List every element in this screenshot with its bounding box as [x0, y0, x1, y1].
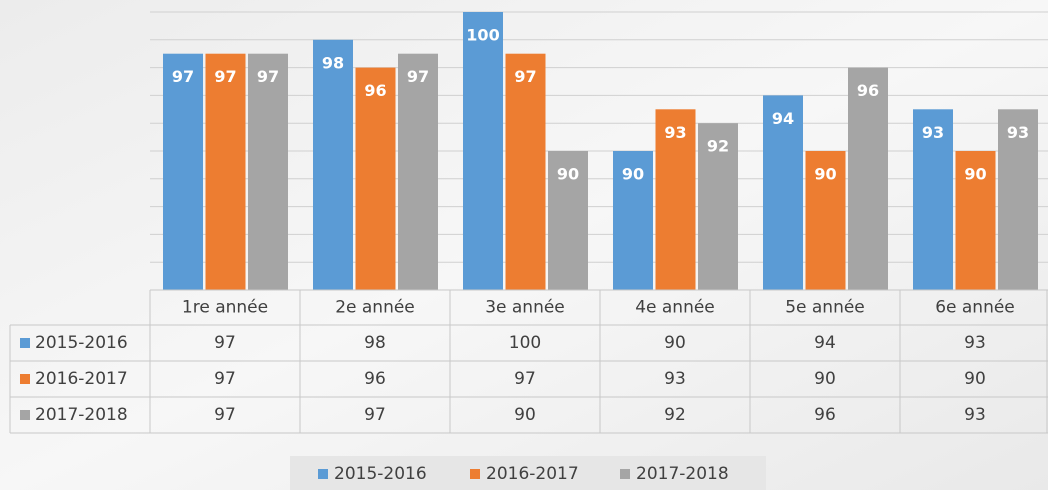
table-cell: 90	[964, 369, 986, 389]
legend-key	[620, 469, 630, 479]
table-legend-key	[20, 338, 30, 348]
x-tick-label: 5e année	[785, 298, 865, 318]
bar	[248, 53, 288, 291]
x-tick-label: 1re année	[182, 298, 268, 318]
table-cell: 97	[214, 405, 236, 425]
table-cell: 98	[364, 333, 386, 353]
bar	[805, 151, 846, 290]
table-row-header: 2017-2018	[35, 405, 128, 425]
bar	[763, 95, 803, 291]
data-label: 93	[664, 123, 686, 142]
data-label: 93	[1007, 123, 1029, 142]
table-cell: 90	[664, 333, 686, 353]
bar	[655, 109, 696, 290]
data-label: 92	[707, 137, 729, 156]
bar	[463, 12, 503, 290]
legend-label: 2015-2016	[334, 464, 427, 484]
table-legend-key	[20, 374, 30, 384]
bar	[355, 67, 396, 290]
data-label: 96	[364, 81, 386, 100]
bar	[955, 151, 996, 290]
table-cell: 94	[814, 333, 836, 353]
data-label: 97	[407, 67, 429, 86]
data-label: 90	[964, 165, 986, 184]
legend-key	[318, 469, 328, 479]
data-label: 97	[257, 67, 279, 86]
table-cell: 97	[214, 369, 236, 389]
table-cell: 92	[664, 405, 686, 425]
legend-label: 2016-2017	[486, 464, 579, 484]
bar	[613, 151, 653, 290]
legend-box	[290, 456, 766, 490]
table-cell: 100	[509, 333, 541, 353]
x-tick-label: 4e année	[635, 298, 715, 318]
x-tick-label: 3e année	[485, 298, 565, 318]
data-label: 97	[214, 67, 236, 86]
bar	[313, 39, 353, 290]
table-cell: 96	[364, 369, 386, 389]
bar	[698, 123, 738, 290]
data-label: 94	[772, 109, 794, 128]
bar	[205, 53, 246, 291]
data-label: 90	[557, 165, 579, 184]
data-label: 97	[172, 67, 194, 86]
table-cell: 90	[514, 405, 536, 425]
x-tick-label: 6e année	[935, 298, 1015, 318]
bar	[398, 53, 438, 291]
bar	[848, 67, 888, 290]
table-row-header: 2015-2016	[35, 333, 128, 353]
legend-label: 2017-2018	[636, 464, 729, 484]
table-row-header: 2016-2017	[35, 369, 128, 389]
bar	[505, 53, 546, 291]
data-label: 90	[814, 165, 836, 184]
table-cell: 93	[664, 369, 686, 389]
legend-key	[470, 469, 480, 479]
table-cell: 93	[964, 405, 986, 425]
table-cell: 97	[514, 369, 536, 389]
data-label: 98	[322, 53, 344, 72]
table-cell: 90	[814, 369, 836, 389]
table-cell: 97	[364, 405, 386, 425]
bar	[998, 109, 1038, 290]
bar	[548, 151, 588, 290]
table-legend-key	[20, 410, 30, 420]
table-cell: 93	[964, 333, 986, 353]
x-tick-label: 2e année	[335, 298, 415, 318]
data-label: 100	[466, 26, 499, 45]
table-cell: 97	[214, 333, 236, 353]
bar	[913, 109, 953, 290]
bar	[163, 53, 203, 291]
data-label: 97	[514, 67, 536, 86]
data-label: 93	[922, 123, 944, 142]
data-label: 90	[622, 165, 644, 184]
data-label: 96	[857, 81, 879, 100]
table-cell: 96	[814, 405, 836, 425]
